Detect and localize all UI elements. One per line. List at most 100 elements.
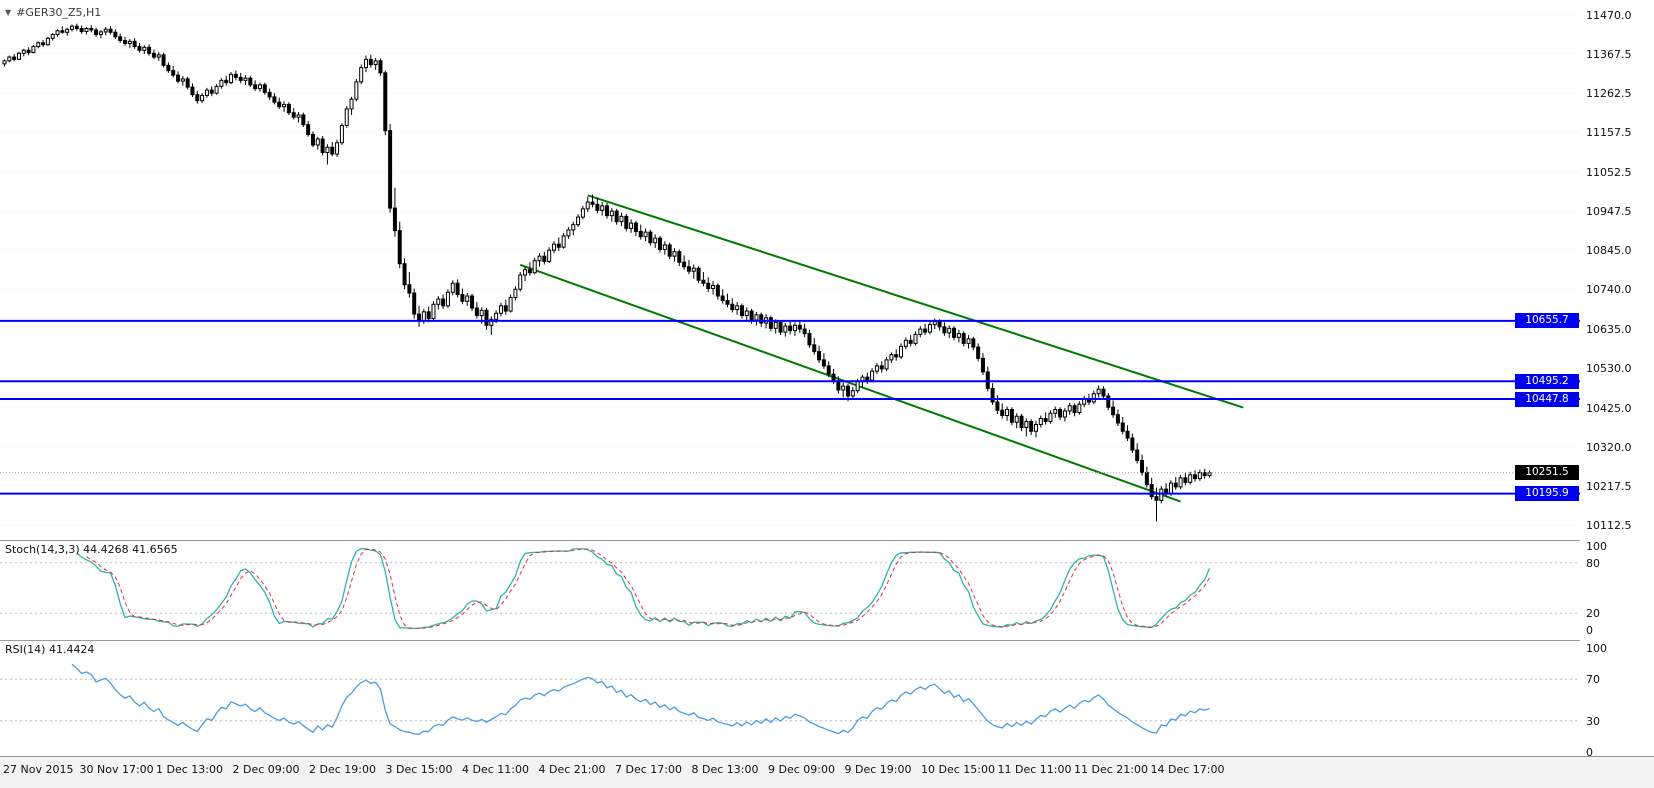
candle-body <box>445 291 450 307</box>
candle-body <box>1202 472 1207 477</box>
candle-body <box>624 215 629 229</box>
candle-body <box>84 28 89 33</box>
price-axis[interactable] <box>1580 0 1654 756</box>
candle-body <box>335 142 340 155</box>
candle-body <box>1183 477 1188 483</box>
candle-body <box>889 354 894 361</box>
hline-price-tag[interactable]: 10447.8 <box>1515 391 1579 407</box>
candle-body <box>846 385 850 397</box>
candle-body <box>1149 484 1154 498</box>
candle-body <box>407 284 412 294</box>
candle-body <box>190 86 195 96</box>
candle-body <box>339 124 344 144</box>
hline-price-tag[interactable]: 10495.2 <box>1515 373 1579 389</box>
candle-body <box>127 40 132 45</box>
candle-body <box>590 201 595 205</box>
candle-body <box>1096 388 1101 395</box>
candle-body <box>243 77 248 81</box>
candle-body <box>1000 409 1005 416</box>
candle-body <box>55 30 60 36</box>
price-tick-label: 10845.0 <box>1586 243 1632 257</box>
candle-body <box>315 138 320 146</box>
stoch-axis-label: 0 <box>1586 624 1593 637</box>
candle-body <box>773 321 778 329</box>
candle-body <box>976 346 981 359</box>
candle-body <box>368 58 373 66</box>
candle-body <box>171 70 176 76</box>
candle-body <box>291 112 296 118</box>
time-axis-label: 8 Dec 13:00 <box>691 763 759 776</box>
candle-body <box>296 114 301 118</box>
candle-body <box>980 357 985 373</box>
rsi-axis-label: 0 <box>1586 746 1593 759</box>
one-click-trading-arrow-icon[interactable]: ▼ <box>5 8 12 17</box>
price-tick-label: 11157.5 <box>1586 126 1632 140</box>
candle-body <box>1106 395 1111 408</box>
candle-body <box>686 266 691 272</box>
price-tick-label: 10217.5 <box>1586 479 1632 493</box>
price-tick-label: 10635.0 <box>1586 322 1632 336</box>
stochastic-indicator-label: Stoch(14,3,3) 44.4268 41.6565 <box>5 543 178 556</box>
candle-body <box>2 60 7 65</box>
candle-body <box>1115 414 1120 424</box>
candle-body <box>65 28 70 33</box>
candle-body <box>865 376 870 381</box>
hline-price-tag[interactable]: 10195.9 <box>1515 486 1579 502</box>
candle-body <box>850 390 855 397</box>
candle-body <box>735 305 740 311</box>
candle-body <box>219 79 224 87</box>
price-tick-label: 11052.5 <box>1586 165 1632 179</box>
candle-body <box>508 297 513 312</box>
candle-body <box>306 124 311 135</box>
candle-body <box>156 54 161 58</box>
candle-body <box>870 370 875 381</box>
candle-body <box>421 311 426 322</box>
candle-body <box>841 385 846 391</box>
candle-body <box>759 314 764 324</box>
candle-body <box>711 284 716 290</box>
candle-body <box>417 313 422 322</box>
candle-body <box>561 235 566 248</box>
candle-body <box>797 324 802 330</box>
trend-channel-line[interactable] <box>519 263 1181 503</box>
candle-body <box>985 371 990 389</box>
candle-body <box>436 298 441 305</box>
candle-body <box>431 303 436 320</box>
candle-body <box>874 365 879 372</box>
candle-body <box>633 222 638 232</box>
candle-body <box>605 205 609 217</box>
candle-body <box>913 333 918 344</box>
candle-body <box>330 146 335 155</box>
candle-body <box>995 401 1000 411</box>
candle-body <box>41 42 46 46</box>
candle-body <box>956 333 961 338</box>
candle-body <box>503 305 508 312</box>
time-axis-label: 4 Dec 11:00 <box>462 763 529 776</box>
candle-body <box>1043 417 1048 422</box>
hline-price-tag[interactable]: 10655.7 <box>1515 313 1579 329</box>
candle-body <box>696 267 701 281</box>
trend-channel-line[interactable] <box>587 194 1244 409</box>
candle-body <box>132 40 137 48</box>
candle-body <box>1197 472 1202 480</box>
candle-body <box>344 108 349 126</box>
candle-body <box>807 333 812 346</box>
candle-body <box>426 311 431 320</box>
candle-body <box>450 282 455 293</box>
time-axis[interactable] <box>0 756 1654 788</box>
price-tick-label: 10530.0 <box>1586 362 1632 376</box>
candle-body <box>494 312 499 320</box>
candle-body <box>474 307 479 317</box>
candle-body <box>238 76 243 81</box>
candle-body <box>1120 422 1125 432</box>
candle-body <box>523 269 528 276</box>
candle-body <box>1091 393 1096 403</box>
candle-body <box>937 321 942 328</box>
candle-body <box>580 208 585 218</box>
candle-body <box>79 28 84 33</box>
candle-body <box>932 321 937 326</box>
candle-body <box>176 74 181 82</box>
candle-body <box>7 56 12 62</box>
